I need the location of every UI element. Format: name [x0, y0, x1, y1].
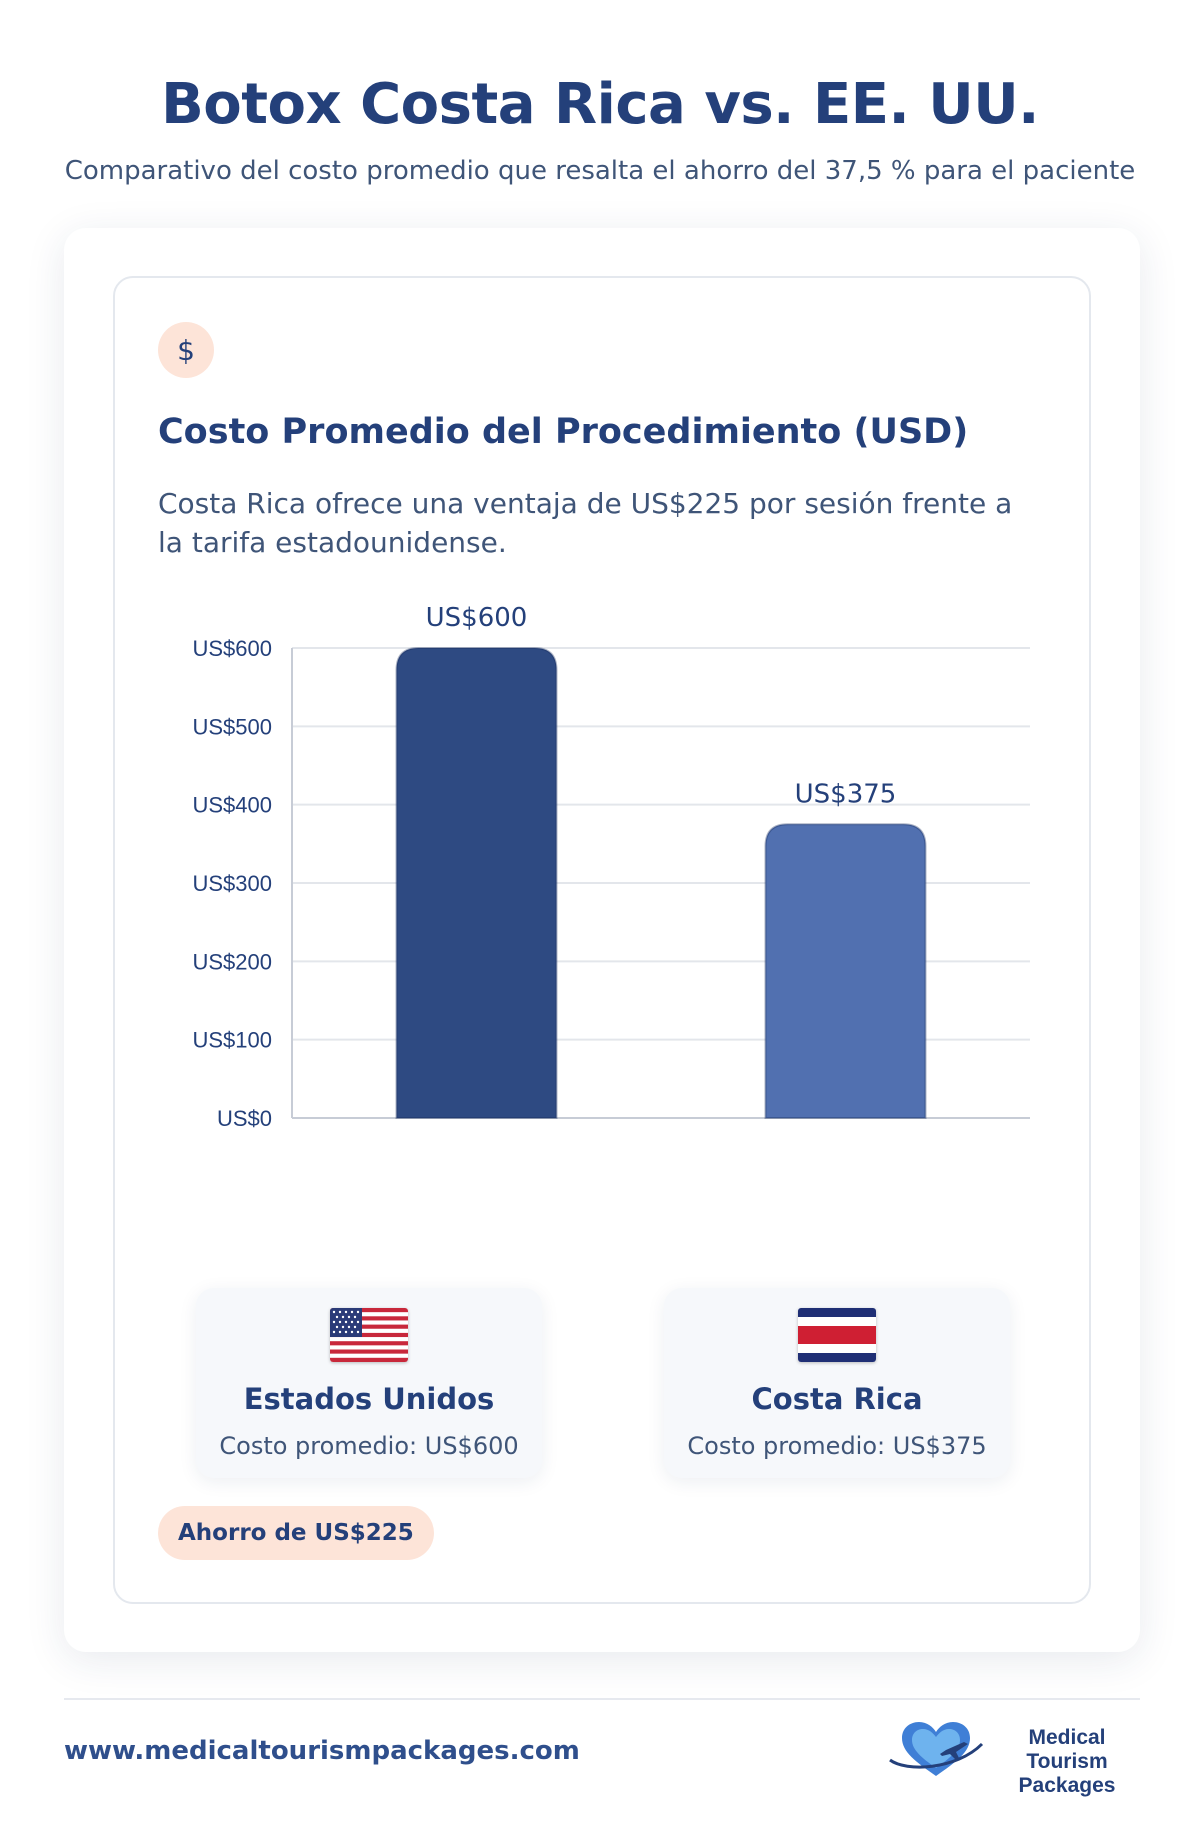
us-flag-icon: [330, 1308, 408, 1362]
bar-value-label: US$600: [426, 603, 528, 633]
dollar-icon: $: [158, 322, 214, 378]
section-description: Costa Rica ofrece una ventaja de US$225 …: [158, 487, 1013, 559]
footer-divider: [64, 1698, 1140, 1700]
footer-logo[interactable]: Medical Tourism Packages: [886, 1720, 1146, 1797]
y-tick-label: US$500: [192, 714, 272, 739]
bar-value-label: US$375: [795, 779, 897, 809]
y-tick-label: US$200: [192, 949, 272, 974]
country-cost: Costo promedio: US$375: [687, 1432, 987, 1460]
heart-plane-icon: [889, 1722, 984, 1776]
logo-line-1: Medical Tourism: [1026, 1726, 1108, 1773]
bar-chart: US$0 US$100 US$200 US$300 US$400 US$500 US$600…: [192, 603, 1030, 1131]
y-tick-label: US$0: [217, 1106, 272, 1131]
country-card-cr: Costa Rica Costo promedio: US$375: [664, 1288, 1010, 1478]
page-subtitle: Comparativo del costo promedio que resal…: [64, 156, 1136, 186]
costa-rica-flag-icon: [798, 1308, 876, 1362]
savings-badge: Ahorro de US$225: [158, 1506, 434, 1560]
y-tick-label: US$300: [192, 871, 272, 896]
y-tick-label: US$100: [192, 1028, 272, 1053]
bar: [395, 647, 558, 1119]
country-card-us: Estados Unidos Costo promedio: US$600: [196, 1288, 542, 1478]
page-title: Botox Costa Rica vs. EE. UU.: [161, 72, 1039, 137]
bar: [764, 823, 927, 1119]
country-cost: Costo promedio: US$600: [219, 1432, 519, 1460]
footer-url[interactable]: www.medicaltourismpackages.com: [64, 1736, 580, 1766]
logo-line-2: Packages: [1018, 1774, 1116, 1797]
section-title: Costo Promedio del Procedimiento (USD): [158, 412, 969, 452]
y-tick-label: US$400: [192, 793, 272, 818]
y-tick-label: US$600: [192, 636, 272, 661]
country-name: Costa Rica: [751, 1382, 923, 1416]
country-name: Estados Unidos: [243, 1382, 495, 1416]
